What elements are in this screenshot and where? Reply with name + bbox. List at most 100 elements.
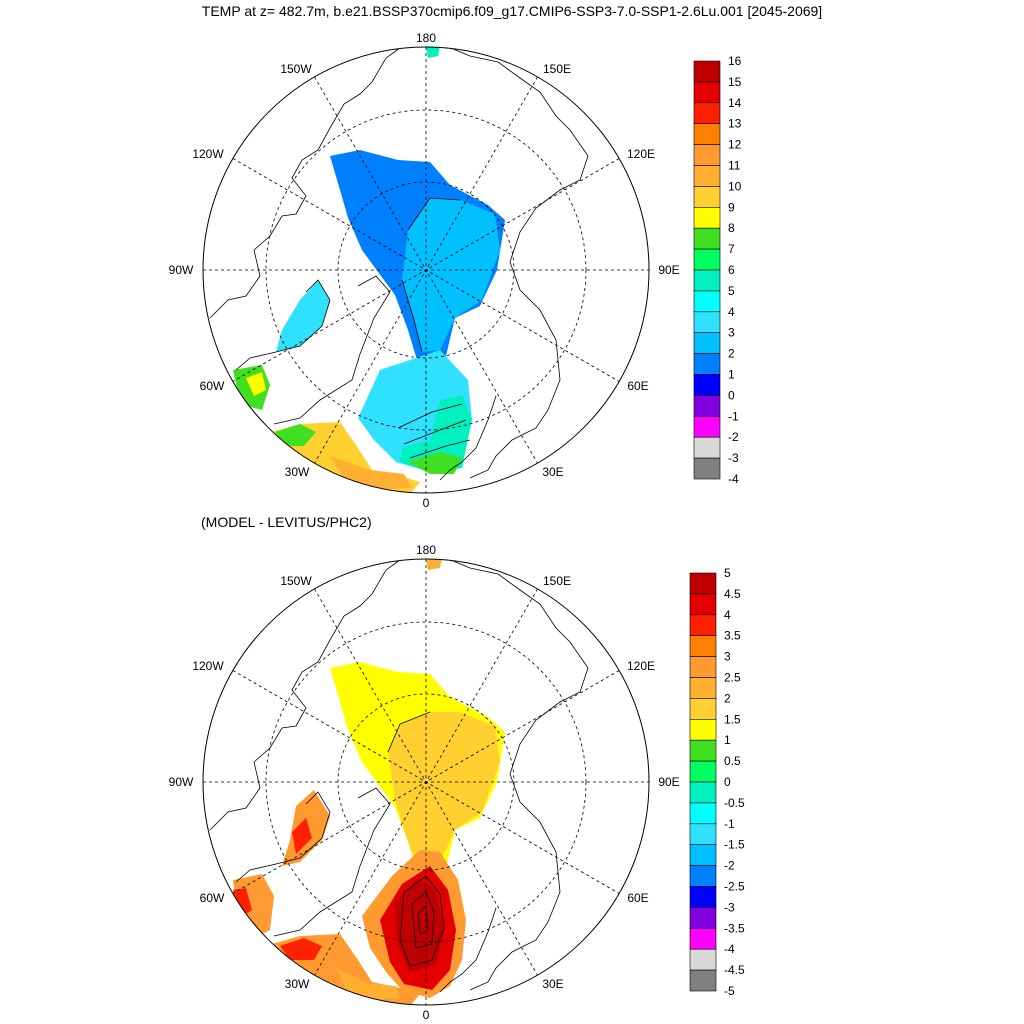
lon-label-60w: 60W (200, 891, 225, 905)
bottom-colorbar-tick-label: 3 (724, 650, 731, 664)
bottom-colorbar-tick-label: -5 (724, 984, 735, 998)
top-colorbar-tick-label: 1 (728, 368, 735, 382)
bottom-colorbar-swatch (689, 760, 717, 783)
bottom-colorbar-tick-label: -0.5 (724, 796, 745, 810)
top-colorbar-tick-label: 5 (728, 284, 735, 298)
top-colorbar-tick-label: 7 (728, 242, 735, 256)
bottom-colorbar: 5 4.5 4 3.5 3 2.5 2 1.5 1 0.5 0 -0.5 -1 -1.5 -2 -2.5 -3 -… (689, 566, 745, 998)
lon-label-30e: 30E (542, 977, 563, 991)
top-colorbar-swatch (693, 186, 721, 208)
bottom-colorbar-swatch (689, 698, 717, 720)
bottom-colorbar-swatch (689, 844, 717, 866)
bottom-colorbar-swatch (689, 593, 717, 616)
top-colorbar-swatch (693, 457, 721, 480)
bottom-colorbar-tick-label: -1.5 (724, 838, 745, 852)
temperature-map-panel: 180 150W 150E 120W 120E 90W 90E 60W 60E … (169, 31, 680, 510)
lon-label-30e: 30E (542, 465, 563, 479)
top-colorbar-swatch (693, 248, 721, 271)
top-colorbar-swatch (693, 227, 721, 250)
bottom-labrador-sea-shading (233, 874, 274, 940)
lon-label-0: 0 (423, 496, 430, 510)
lon-label-90w: 90W (169, 775, 194, 789)
lon-label-150w: 150W (280, 62, 312, 76)
bottom-colorbar-swatch (689, 802, 717, 825)
bottom-colorbar-tick-label: -4.5 (724, 963, 745, 977)
top-map-shading (209, 47, 589, 493)
top-colorbar-tick-label: -4 (728, 472, 739, 486)
lon-label-30w: 30W (285, 465, 310, 479)
top-colorbar-tick-label: 12 (728, 138, 742, 152)
top-colorbar-swatch (693, 415, 721, 438)
lon-label-60w: 60W (200, 379, 225, 393)
top-colorbar-tick-label: -2 (728, 430, 739, 444)
bottom-colorbar-tick-label: -3 (724, 900, 735, 914)
bottom-colorbar-swatch (689, 781, 717, 804)
bottom-colorbar-swatch (689, 907, 717, 929)
lon-label-180: 180 (416, 543, 436, 557)
figure-title: TEMP at z= 482.7m, b.e21.BSSP370cmip6.f0… (201, 3, 823, 19)
bottom-colorbar-swatch (689, 969, 717, 992)
top-colorbar-tick-label: 14 (728, 96, 742, 110)
lon-label-90w: 90W (169, 263, 194, 277)
bottom-colorbar-tick-label: 2.5 (724, 671, 741, 685)
lon-label-90e: 90E (658, 775, 679, 789)
lon-label-60e: 60E (627, 891, 648, 905)
top-colorbar-swatch (693, 165, 721, 187)
top-colorbar-swatch (693, 395, 721, 417)
bottom-colorbar-tick-label: 3.5 (724, 629, 741, 643)
top-colorbar-tick-label: 11 (728, 159, 741, 173)
top-colorbar-swatch (693, 332, 721, 354)
bottom-colorbar-tick-label: -1 (724, 817, 735, 831)
top-colorbar-tick-label: 0 (728, 388, 735, 402)
bottom-colorbar-tick-label: -2 (724, 859, 735, 873)
difference-map-panel: 180 150W 150E 120W 120E 90W 90E 60W 60E … (169, 543, 680, 1022)
top-colorbar-swatch (693, 311, 721, 333)
top-colorbar-swatch (693, 60, 721, 83)
bottom-colorbar-swatch (689, 572, 717, 595)
top-colorbar-tick-label: 8 (728, 221, 735, 235)
bottom-colorbar-swatch (689, 886, 717, 908)
top-colorbar-swatch (693, 269, 721, 292)
lon-label-0: 0 (423, 1008, 430, 1022)
top-colorbar-tick-label: 15 (728, 75, 742, 89)
top-colorbar-swatch (693, 207, 721, 229)
top-colorbar-tick-label: 10 (728, 179, 742, 193)
bottom-colorbar-swatch (689, 739, 717, 762)
bottom-colorbar-tick-label: -4 (724, 942, 735, 956)
lon-label-90e: 90E (658, 263, 679, 277)
top-colorbar-swatch (693, 144, 721, 166)
lon-label-150w: 150W (280, 574, 312, 588)
top-colorbar-tick-label: 4 (728, 305, 735, 319)
top-graticule (203, 47, 649, 493)
lon-label-60e: 60E (627, 379, 648, 393)
top-colorbar-swatch (693, 290, 721, 313)
bottom-colorbar-tick-label: 0 (724, 775, 731, 789)
top-colorbar-swatch (693, 353, 721, 375)
bottom-colorbar-swatch (689, 927, 717, 950)
top-colorbar-tick-label: 16 (728, 54, 742, 68)
bottom-colorbar-swatch (689, 614, 717, 636)
top-colorbar-swatch (693, 436, 721, 459)
bottom-colorbar-tick-label: 4.5 (724, 587, 741, 601)
lon-label-180: 180 (416, 31, 436, 45)
top-coastlines (209, 47, 589, 481)
bottom-colorbar-tick-label: 5 (724, 566, 731, 580)
bottom-colorbar-tick-label: 1 (724, 733, 731, 747)
lon-label-120e: 120E (627, 147, 655, 161)
top-map-boundary (202, 46, 650, 494)
top-colorbar-swatch (693, 374, 721, 396)
bottom-colorbar-swatch (689, 823, 717, 845)
top-colorbar-swatch (693, 81, 721, 104)
bottom-coastlines (209, 559, 589, 993)
lon-label-120e: 120E (627, 659, 655, 673)
bottom-map-shading (209, 559, 589, 1005)
top-colorbar-tick-label: -1 (728, 409, 739, 423)
bottom-colorbar-swatch (689, 718, 717, 741)
top-colorbar-swatch (693, 102, 721, 125)
bottom-colorbar-swatch (689, 948, 717, 971)
bottom-colorbar-swatch (689, 865, 717, 887)
bottom-colorbar-tick-label: 2 (724, 691, 731, 705)
lon-label-30w: 30W (285, 977, 310, 991)
bottom-colorbar-swatch (689, 656, 717, 678)
